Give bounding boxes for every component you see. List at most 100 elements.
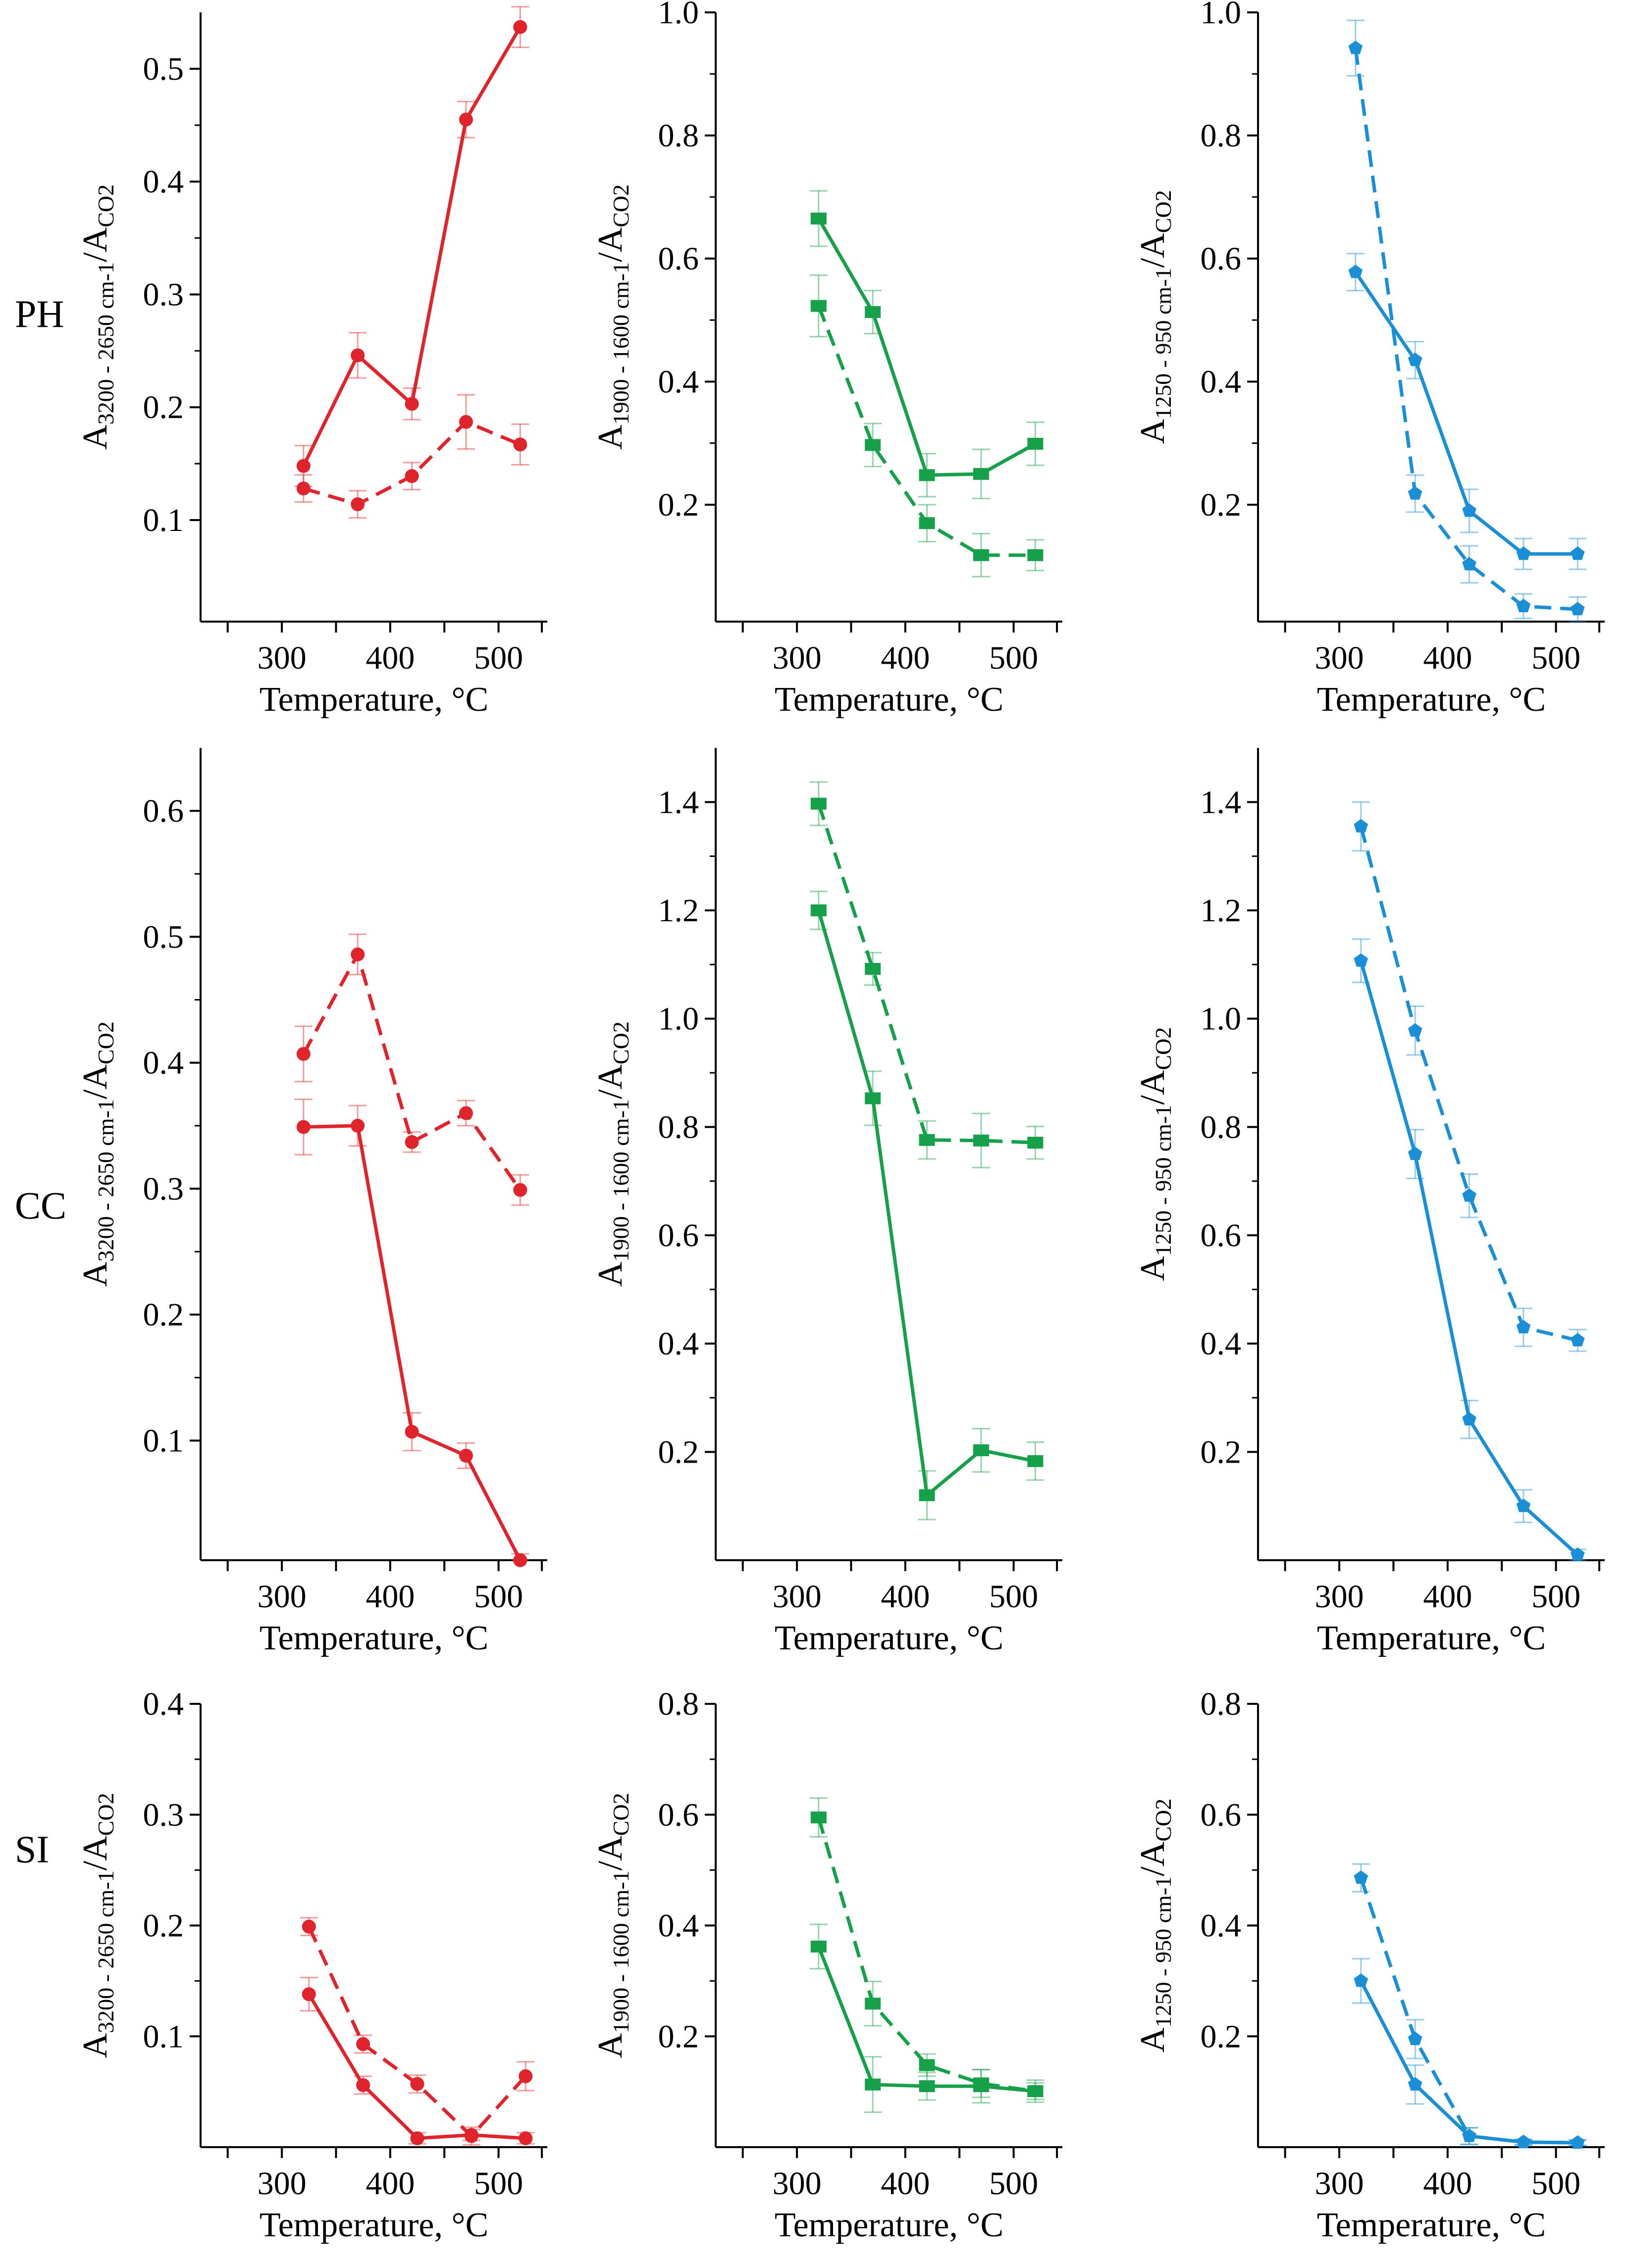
- y-tick-label: 0.6: [143, 793, 184, 829]
- y-tick-label: 0.4: [658, 364, 699, 400]
- x-tick-label: 400: [881, 1579, 930, 1615]
- y-tick-label: 0.3: [143, 1171, 184, 1207]
- data-point: [973, 549, 989, 561]
- y-axis-title-sub: CO2: [1151, 1798, 1176, 1842]
- y-axis-title: A3200 - 2650 cm-1/ACO2: [76, 184, 118, 450]
- x-tick-label: 500: [1531, 640, 1580, 676]
- y-tick-label: 0.6: [1201, 1217, 1242, 1254]
- x-tick-label: 300: [1315, 640, 1364, 676]
- x-tick-label: 400: [1423, 2165, 1472, 2202]
- y-tick-label: 1.4: [1201, 784, 1242, 820]
- y-tick-label: 0.4: [143, 164, 184, 200]
- data-point: [973, 2077, 989, 2090]
- x-tick-label: 300: [258, 1579, 307, 1615]
- data-point: [351, 497, 365, 512]
- x-tick-label: 500: [1531, 2165, 1580, 2202]
- data-point: [973, 468, 989, 480]
- series-line: [1359, 960, 1579, 1556]
- data-point: [973, 1134, 989, 1147]
- y-axis-title-part: /A: [76, 1064, 114, 1099]
- series-dashed: [809, 274, 1045, 578]
- y-axis-title-part: A: [591, 2033, 630, 2058]
- data-point: [810, 904, 827, 916]
- y-tick-label: 0.2: [1201, 1434, 1242, 1470]
- data-point: [1348, 264, 1363, 278]
- panel-ph-blue: 300 400 500 0.2 0.4 0.6 0.8 1.0 Temperature, °C A…: [1134, 0, 1605, 719]
- y-axis-title-sub: 3200 - 2650 cm-1: [93, 262, 118, 424]
- y-tick-label: 0.2: [143, 389, 184, 425]
- series-dashed: [1352, 1863, 1587, 2149]
- data-point: [810, 1811, 827, 1824]
- y-tick-label: 0.4: [1201, 1908, 1242, 1944]
- data-point: [519, 2131, 533, 2146]
- y-axis-title-part: A: [76, 1262, 114, 1287]
- y-axis-title: A3200 - 2650 cm-1/ACO2: [76, 1021, 118, 1287]
- series-dashed: [300, 1917, 535, 2146]
- data-point: [1462, 1188, 1476, 1202]
- y-axis-title-sub: CO2: [608, 1793, 633, 1836]
- y-axis-title: A1900 - 1600 cm-1/ACO2: [591, 184, 633, 450]
- y-axis-title-sub: 3200 - 2650 cm-1: [93, 1099, 118, 1262]
- row-label-si: SI: [15, 1828, 49, 1871]
- data-point: [1571, 1333, 1585, 1347]
- y-tick-label: 0.4: [658, 1908, 699, 1944]
- series-line: [817, 910, 1036, 1497]
- y-tick-label: 1.0: [1201, 0, 1242, 31]
- data-point: [810, 300, 827, 312]
- y-axis-title: A1250 - 950 cm-1/ACO2: [1134, 1798, 1176, 2053]
- data-point: [410, 2131, 424, 2146]
- y-axis-title-sub: CO2: [93, 184, 118, 227]
- y-axis-title-part: A: [76, 2033, 114, 2058]
- data-point: [1408, 353, 1422, 367]
- data-point: [865, 439, 881, 451]
- data-point: [351, 1118, 365, 1133]
- data-point: [1354, 1973, 1368, 1987]
- y-tick-label: 0.3: [143, 1797, 184, 1833]
- y-axis-title-sub: 1250 - 950 cm-1: [1151, 1105, 1176, 1256]
- data-point: [1408, 2077, 1422, 2091]
- data-point: [810, 212, 827, 225]
- data-point: [513, 1183, 527, 1197]
- panel-cc-red: 300 400 500 0.1 0.2 0.3 0.4 0.5 0.6 Temperature, …: [76, 748, 547, 1657]
- data-point: [919, 469, 935, 481]
- y-axis-title-part: A: [76, 424, 114, 450]
- x-tick-label: 300: [1315, 2165, 1364, 2202]
- data-point: [459, 415, 473, 429]
- x-tick-label: 300: [773, 1579, 822, 1615]
- y-tick-label: 0.2: [143, 1908, 184, 1944]
- data-point: [1027, 1137, 1044, 1149]
- data-point: [356, 2078, 370, 2092]
- series-line: [817, 217, 1037, 477]
- data-point: [302, 1919, 316, 1934]
- data-point: [356, 2037, 370, 2051]
- x-tick-label: 500: [474, 1579, 523, 1615]
- x-axis-title: Temperature, °C: [775, 681, 1003, 719]
- data-point: [459, 1448, 473, 1463]
- y-tick-label: 1.4: [658, 784, 699, 820]
- data-point: [1516, 598, 1531, 613]
- panel-cc-green: 300 400 500 0.2 0.4 0.6 0.8 1.0 1.2 1.4 Temperatur…: [591, 748, 1062, 1657]
- y-axis-title-sub: 1900 - 1600 cm-1: [608, 262, 633, 424]
- data-point: [1516, 1319, 1531, 1333]
- x-tick-label: 400: [366, 640, 415, 676]
- y-tick-label: 0.4: [1201, 364, 1242, 400]
- series-line: [1359, 1877, 1578, 2145]
- data-point: [919, 2080, 935, 2092]
- x-axis-title: Temperature, °C: [775, 2206, 1003, 2244]
- y-axis-title-sub: CO2: [608, 184, 633, 227]
- data-point: [919, 1489, 935, 1501]
- series-solid: [809, 891, 1045, 1521]
- series-dashed: [294, 933, 529, 1206]
- data-point: [405, 1424, 419, 1439]
- series-solid: [809, 190, 1045, 500]
- y-axis-title-part: A: [1134, 1256, 1172, 1281]
- series-dashed: [809, 781, 1045, 1168]
- data-point: [810, 797, 827, 810]
- x-tick-label: 400: [881, 640, 930, 676]
- y-axis-title-sub: 1900 - 1600 cm-1: [608, 1099, 633, 1262]
- y-axis-title-part: /A: [1134, 1070, 1172, 1105]
- series-line: [307, 1926, 527, 2138]
- x-tick-label: 300: [1315, 1579, 1364, 1615]
- row-label-cc: CC: [15, 1184, 66, 1227]
- x-tick-label: 400: [1423, 1579, 1472, 1615]
